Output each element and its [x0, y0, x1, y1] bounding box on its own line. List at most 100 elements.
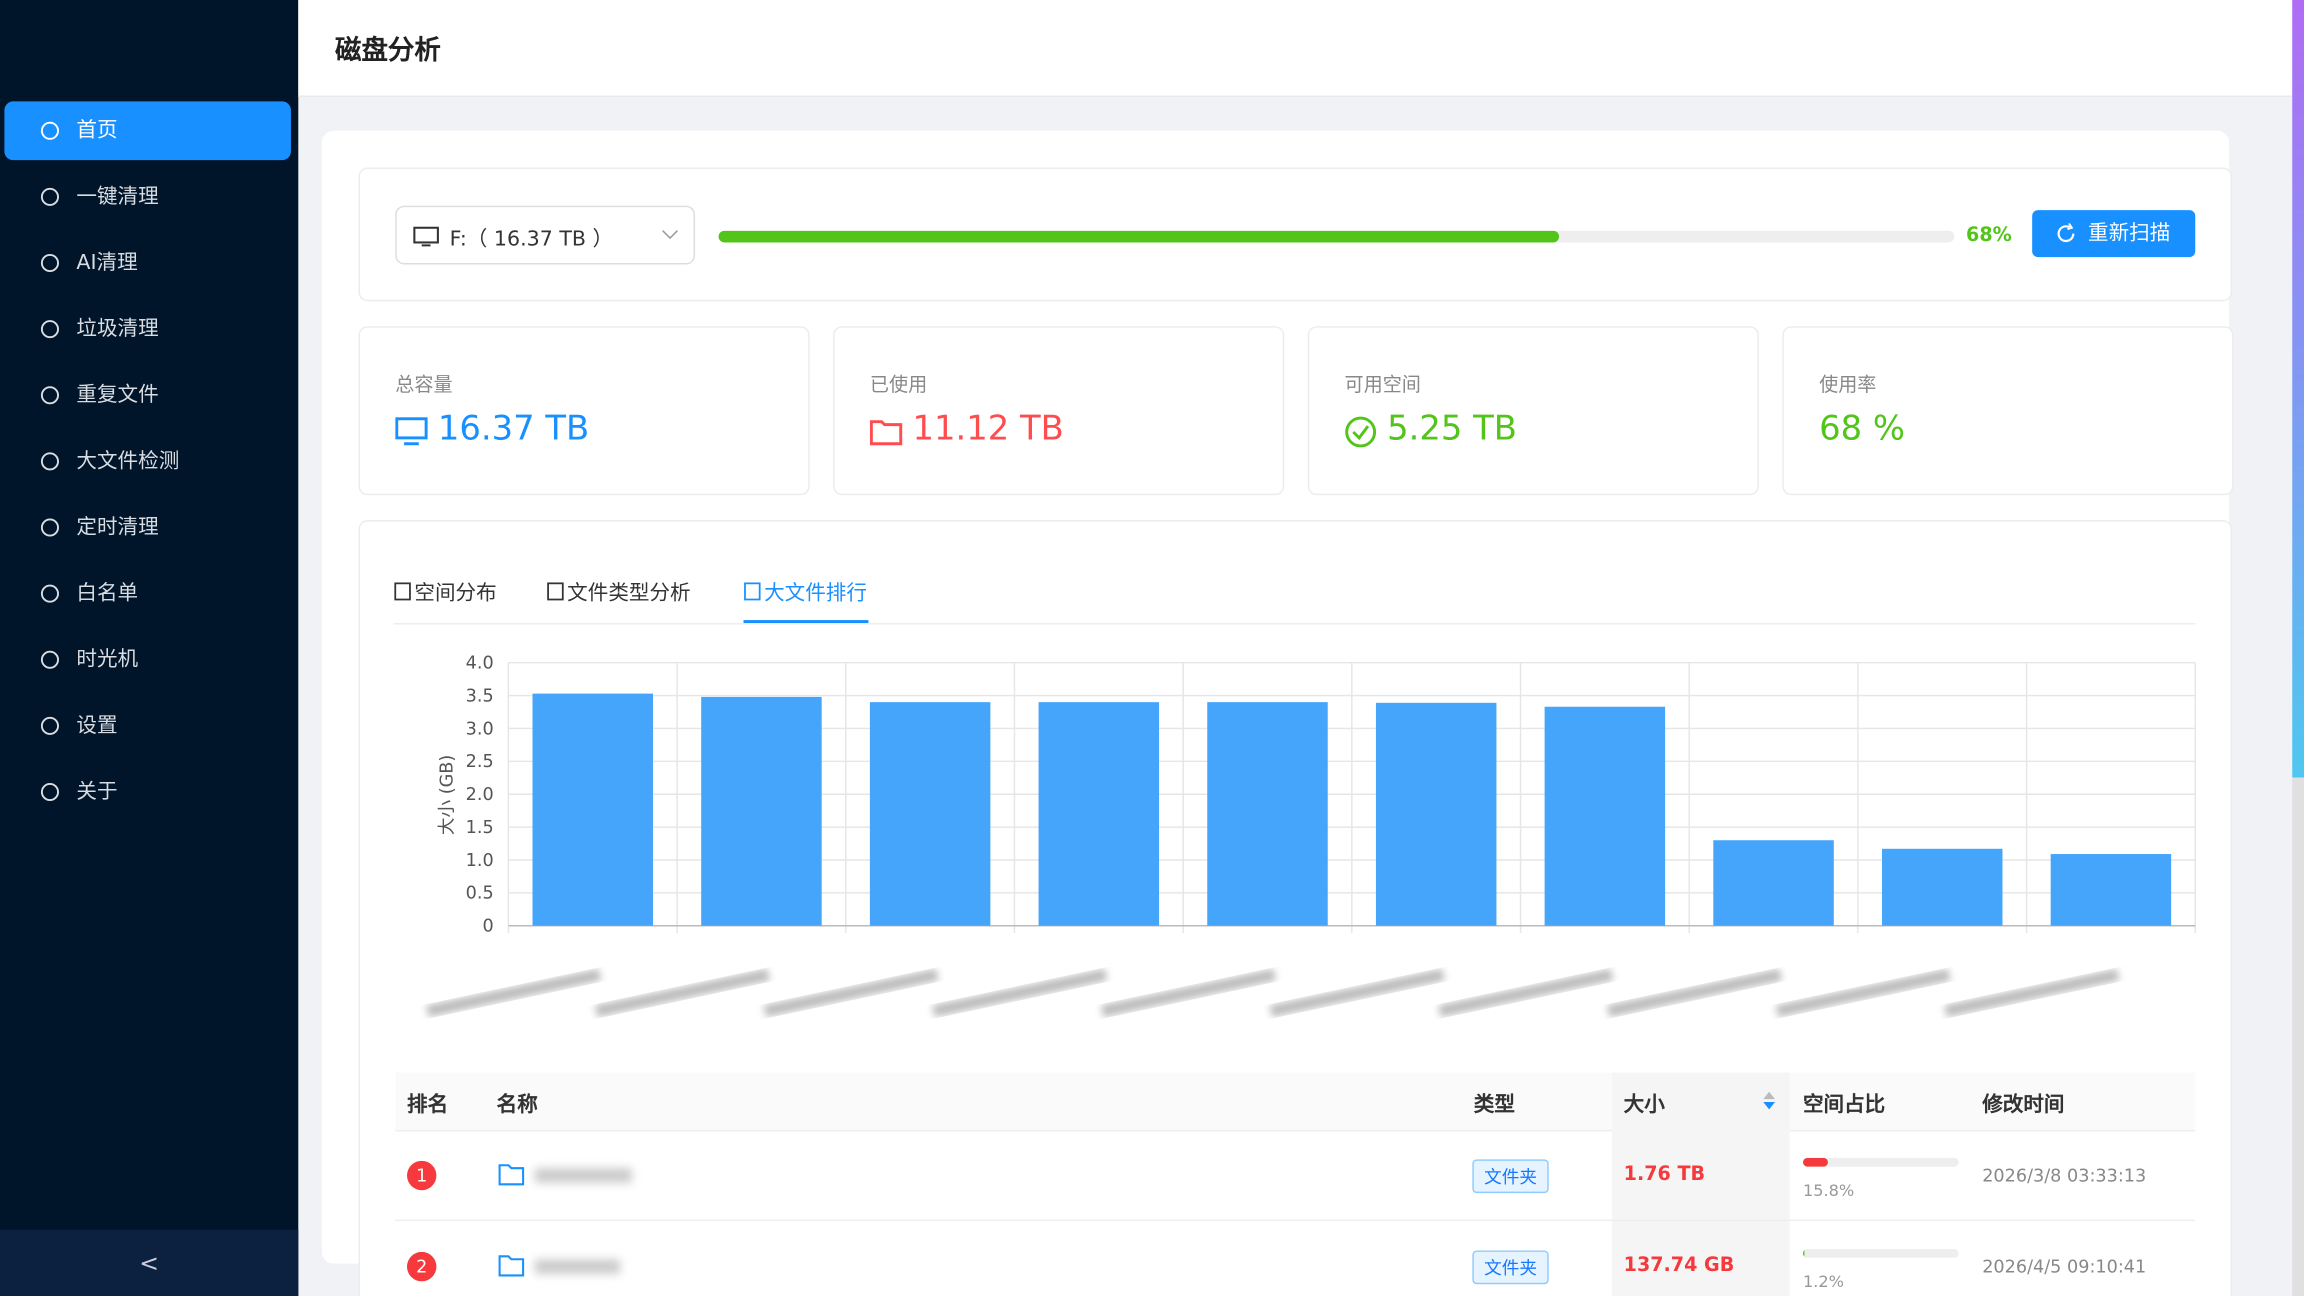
menu-icon — [40, 782, 59, 802]
stat-value: 11.12 TB — [912, 409, 1064, 449]
menu-label: 一键清理 — [76, 185, 159, 209]
menu-label: 关于 — [76, 780, 118, 804]
bar — [532, 693, 653, 926]
column-header: 修改时间 — [1982, 1093, 2065, 1117]
stat-icon — [869, 416, 905, 448]
tab-label: 空间分布 — [414, 581, 497, 606]
menu-icon — [40, 253, 59, 273]
blurred-label — [1269, 968, 1445, 1018]
blurred-label — [763, 968, 939, 1018]
tab-icon — [394, 582, 411, 601]
bar — [2050, 854, 2172, 926]
folder-icon — [498, 1253, 525, 1277]
stat-label: 使用率 — [1819, 374, 1877, 397]
menu-icon — [40, 187, 59, 206]
menu-label: 大文件检测 — [76, 449, 180, 474]
collapse-button[interactable]: < — [0, 1229, 299, 1296]
rank-badge: 2 — [407, 1251, 437, 1282]
menu-item[interactable]: 大文件检测 — [4, 432, 291, 491]
menu-label: 垃圾清理 — [76, 317, 159, 341]
modified-time: 2026/4/5 09:10:41 — [1982, 1256, 2147, 1277]
bar — [1881, 848, 2003, 926]
bar — [1038, 702, 1160, 926]
menu-item[interactable]: 一键清理 — [4, 168, 291, 227]
menu-item[interactable]: 时光机 — [4, 630, 291, 689]
header: 磁盘分析 — [298, 0, 2293, 97]
column-header: 排名 — [407, 1093, 449, 1117]
menu-label: 首页 — [76, 119, 118, 143]
blurred-label — [1438, 968, 1614, 1018]
share-label: 1.2% — [1802, 1272, 1845, 1292]
menu-icon — [40, 584, 59, 603]
scrollbar[interactable] — [2292, 0, 2304, 1296]
refresh-icon — [2057, 223, 2075, 243]
stat-label: 可用空间 — [1344, 374, 1421, 397]
blurred-label — [932, 968, 1108, 1018]
menu-item[interactable]: 关于 — [4, 763, 291, 822]
sorted-column — [1611, 1072, 1790, 1296]
menu-label: 定时清理 — [76, 515, 159, 540]
menu-label: 重复文件 — [76, 383, 159, 408]
page-title: 磁盘分析 — [335, 35, 441, 67]
tab-label: 大文件排行 — [764, 581, 867, 606]
type-tag: 文件夹 — [1472, 1159, 1549, 1194]
blurred-label — [1944, 968, 2120, 1018]
menu-icon — [40, 121, 59, 140]
blurred-name — [534, 1168, 632, 1183]
sidebar: 首页一键清理 AI清理垃圾清理重复文件大文件检测定时清理白名单时光机设置关于 < — [0, 0, 299, 1296]
blurred-label — [1775, 968, 1951, 1018]
stat-icon — [395, 416, 430, 448]
bar — [1207, 702, 1328, 926]
bar — [1713, 840, 1834, 926]
y-tick-label: 1.5 — [466, 818, 494, 838]
usage-label: 68% — [1966, 224, 2012, 247]
tab[interactable]: 文件类型分析 — [547, 577, 691, 606]
stat-label: 总容量 — [395, 374, 453, 397]
menu-item[interactable]: 重复文件 — [4, 366, 291, 425]
rescan-label: 重新扫描 — [2088, 221, 2171, 246]
stat-value: 5.25 TB — [1387, 409, 1517, 449]
menu-icon — [40, 716, 59, 735]
share-track — [1802, 1248, 1959, 1258]
menu-item[interactable]: 定时清理 — [4, 498, 291, 557]
size: 137.74 GB — [1623, 1254, 1735, 1277]
menu-icon — [40, 452, 59, 471]
sort-icon[interactable] — [1762, 1090, 1777, 1111]
menu-label: 设置 — [76, 714, 118, 738]
y-tick-label: 2.5 — [466, 752, 494, 772]
share-label: 15.8% — [1802, 1181, 1855, 1201]
y-tick-label: 3.0 — [466, 719, 494, 739]
menu-icon — [40, 386, 59, 405]
tab[interactable]: 大文件排行 — [744, 577, 867, 606]
share-fill — [1802, 1248, 1805, 1258]
stat-card: 已使用 11.12 TB — [833, 326, 1285, 496]
tab-ink — [743, 620, 869, 624]
rank-badge: 1 — [407, 1160, 437, 1191]
menu-item[interactable]: 垃圾清理 — [4, 300, 291, 359]
y-axis-label: 大小 (GB) — [437, 755, 458, 835]
menu-item[interactable]: AI清理 — [4, 234, 291, 293]
blurred-label — [426, 968, 602, 1018]
menu-item[interactable]: 设置 — [4, 696, 291, 755]
stat-card: 使用率 68 % — [1782, 326, 2234, 496]
blurred-name — [534, 1259, 621, 1274]
y-tick-label: 3.5 — [466, 686, 494, 706]
stat-icon — [1344, 416, 1379, 448]
y-tick-label: 2.0 — [466, 785, 494, 805]
menu-icon — [40, 518, 59, 537]
modified-time: 2026/3/8 03:33:13 — [1982, 1165, 2147, 1186]
y-tick-label: 0.5 — [466, 884, 494, 904]
menu-item[interactable]: 白名单 — [4, 564, 291, 623]
bar — [1544, 706, 1666, 926]
share-fill — [1802, 1157, 1828, 1167]
disk-select[interactable]: F:（ 16.37 TB ） — [395, 205, 696, 265]
blurred-label — [1100, 968, 1276, 1018]
menu-icon — [40, 650, 59, 669]
tab[interactable]: 空间分布 — [394, 577, 497, 606]
menu-icon — [40, 320, 59, 339]
menu-item[interactable]: 首页 — [4, 101, 291, 161]
rescan-button[interactable]: 重新扫描 — [2032, 210, 2196, 258]
bar — [1375, 702, 1497, 926]
